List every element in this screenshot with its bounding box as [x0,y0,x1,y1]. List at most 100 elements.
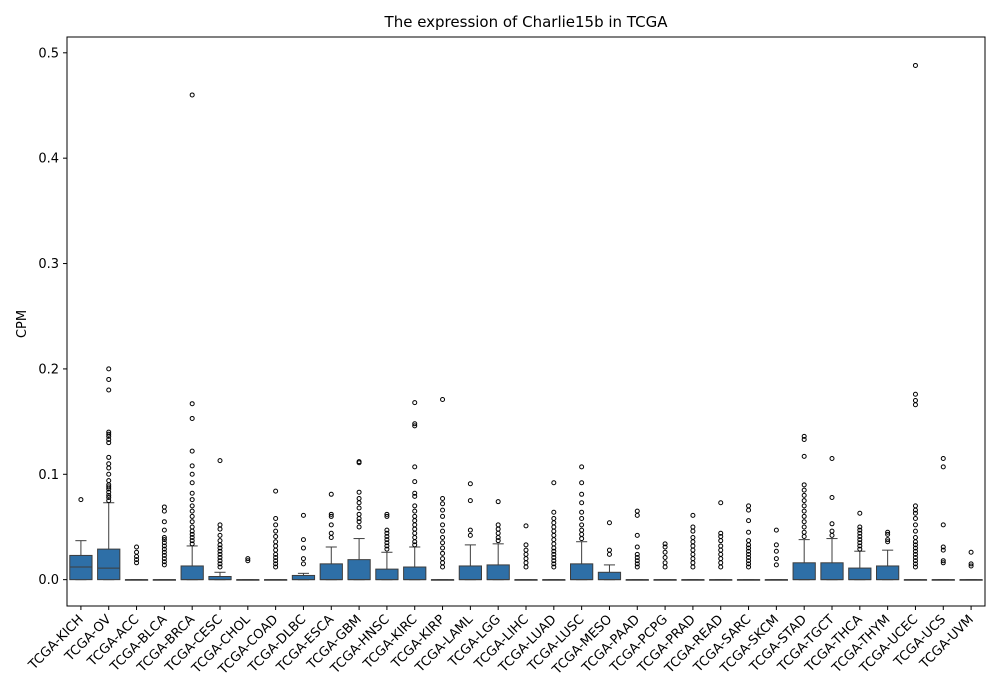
outlier-point [746,558,752,564]
outlier-point [885,529,891,535]
outlier-point [273,539,279,545]
outlier-point [161,537,167,543]
box-group [959,549,983,581]
outlier-point [273,528,279,534]
outlier-point [551,555,557,561]
outlier-point [579,500,585,506]
outlier-point [412,530,418,536]
outlier-point [356,511,362,517]
outlier-point [412,464,418,470]
outlier-point [384,533,390,539]
outlier-point [328,535,334,541]
outlier-point [161,519,167,525]
outlier-point [161,508,167,514]
outlier-point [940,560,946,566]
outlier-point [328,511,334,517]
outlier-point [189,92,195,98]
outlier-point [634,532,640,538]
outlier-point [690,524,696,530]
box-group [681,512,705,581]
outlier-point [440,560,446,566]
outlier-point [523,523,529,529]
outlier-point [328,530,334,536]
outlier-point [384,513,390,519]
outlier-point [189,471,195,477]
outlier-point [300,512,306,518]
outlier-point [245,558,251,564]
outlier-point [746,503,752,509]
outlier-point [273,533,279,539]
outlier-point [440,507,446,513]
outlier-point [634,555,640,561]
outlier-point [829,521,835,527]
outlier-point [440,522,446,528]
outlier-point [440,556,446,562]
box [848,567,872,581]
outlier-point [690,535,696,541]
outlier-point [384,540,390,546]
outlier-point [912,510,918,516]
outlier-point [467,527,473,533]
outlier-point [746,545,752,551]
outlier-point [467,498,473,504]
outlier-point [356,524,362,530]
outlier-point [718,500,724,506]
outlier-point [412,503,418,509]
outlier-point [662,541,668,547]
outlier-point [106,366,112,372]
outlier-point [551,564,557,570]
box-group [458,481,482,581]
outlier-point [801,513,807,519]
outlier-point [273,516,279,522]
outlier-point [384,530,390,536]
outlier-point [968,563,974,569]
outlier-point [467,532,473,538]
outlier-point [217,561,223,567]
outlier-point [718,530,724,536]
outlier-point [440,396,446,402]
box [570,563,594,581]
outlier-point [912,551,918,557]
outlier-point [106,454,112,460]
outlier-point [718,560,724,566]
outlier-point [189,535,195,541]
outlier-point [857,527,863,533]
box [486,564,510,581]
outlier-point [106,489,112,495]
outlier-point [912,391,918,397]
y-tick-label: 0.4 [38,152,59,167]
outlier-point [412,423,418,429]
box-group [430,396,455,581]
outlier-point [495,526,501,532]
outlier-point [134,560,140,566]
outlier-point [106,465,112,471]
y-tick-label: 0.5 [38,46,59,61]
outlier-point [189,508,195,514]
outlier-point [885,531,891,537]
outlier-point [328,513,334,519]
outlier-point [106,498,112,504]
outlier-point [912,558,918,564]
outlier-point [551,541,557,547]
box-group [876,529,900,581]
outlier-point [857,530,863,536]
outlier-point [912,522,918,528]
outlier-point [161,549,167,555]
outlier-point [912,516,918,522]
y-tick-label: 0.3 [38,257,59,272]
outlier-point [551,520,557,526]
outlier-point [968,549,974,555]
outlier-point [801,437,807,443]
outlier-point [328,491,334,497]
outlier-point [829,494,835,500]
outlier-point [273,558,279,564]
box-group [180,92,204,581]
box-group [709,500,733,581]
outlier-point [551,516,557,522]
outlier-point [134,557,140,563]
outlier-point [718,564,724,570]
outlier-point [440,501,446,507]
outlier-point [662,564,668,570]
outlier-point [690,564,696,570]
outlier-point [634,558,640,564]
